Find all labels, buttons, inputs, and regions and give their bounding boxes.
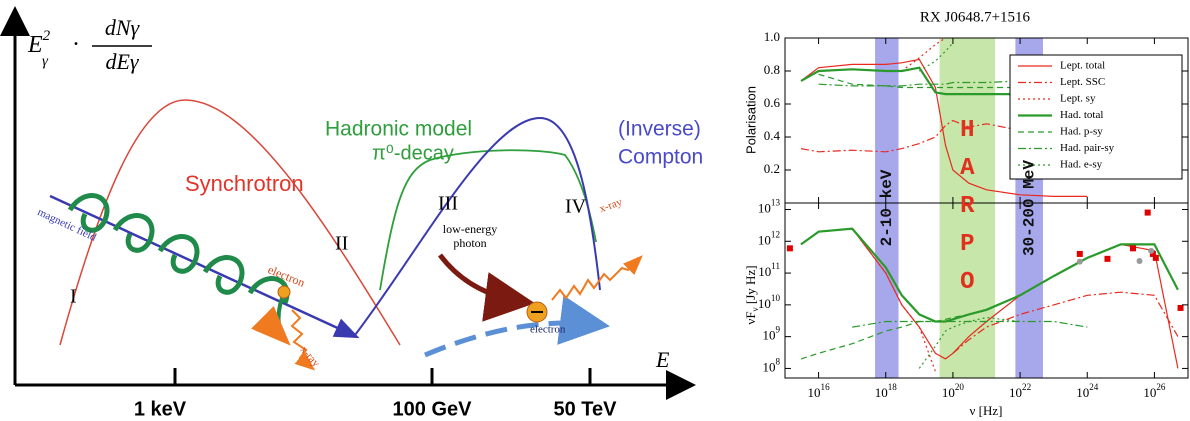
electron-label: electron [530,324,566,336]
data-point [1144,209,1151,216]
y-tick-label: 109 [762,325,780,343]
data-point [786,245,793,252]
region-label: I [70,286,77,308]
x-axis-label: ν [Hz] [970,403,1003,418]
data-point [1104,255,1111,262]
sed-plot [786,209,1184,372]
data-point [1129,245,1136,252]
tick-label: 50 TeV [554,398,618,420]
y-tick-label: 0.2 [764,161,780,176]
y-tick-label: 108 [762,357,780,375]
data-point [1177,304,1184,311]
data-point [1152,254,1159,261]
photon-label: photon [453,236,486,250]
photon-arrow [438,253,535,322]
y-tick-label: 1010 [758,293,781,311]
axes [784,37,1189,379]
legend-label: Had. p-sy [1060,126,1103,138]
band [875,38,899,378]
x-tick-label: 1020 [942,382,965,400]
legend-label: Lept. sy [1060,93,1096,105]
legend-label: Lept. SSC [1060,76,1105,88]
band-label: 2-10 keV [878,169,896,246]
decay-label: π⁰-decay [372,142,454,164]
series-line [800,227,1179,323]
series-line [800,58,1088,197]
synchrotron-label: Synchrotron [185,171,304,196]
synchrotron-curve [59,99,401,346]
dot: · [72,32,80,58]
x-ray-label: x-ray [598,196,624,215]
subscript: γ [42,53,49,69]
compton-curve [354,116,601,336]
y-tick-label: 1011 [758,261,780,279]
y-tick-label: 1013 [758,198,781,216]
y-tick-label: 1.0 [764,29,780,44]
series-line [818,80,1178,87]
data-point [1148,247,1155,254]
electron-arrow [251,297,291,346]
chart-title: RX J0648.7+1516 [920,9,1031,25]
region-label: II [335,233,348,255]
band-label: 30-200 MeV [1020,160,1038,256]
x-ray-wave [290,309,316,371]
x-tick-label: 1026 [1143,382,1166,400]
frame [784,202,1189,379]
data-point [1076,250,1083,257]
legend-label: Lept. total [1060,60,1105,72]
inverse-label: (Inverse) [618,118,701,141]
superscript: 2 [43,28,51,44]
x-ray-wave [551,255,643,301]
series-line [952,291,1179,354]
electron [277,285,291,299]
x-tick-label: 1016 [808,382,831,400]
x-axis-label: E [655,347,670,372]
legend-label: Had. total [1060,109,1103,121]
denominator: dEγ [105,49,139,74]
photon-label: low-energy [443,222,497,236]
symbol: E [27,32,43,58]
numerator: dNγ [105,15,141,40]
tick-label: 1 keV [134,398,187,420]
field-label: magnetic field [36,206,99,244]
data-point [1149,250,1156,257]
data-point [1136,257,1143,264]
x-tick-label: 1022 [1009,382,1032,400]
y-tick-label: 0.4 [764,128,781,143]
x-tick-label: 1024 [1076,382,1099,400]
y-axis-label: νFν [Jy Hz] [743,265,760,324]
region-label: IV [565,196,587,218]
series-line [818,73,1178,89]
legend-label: Had. e-sy [1060,159,1103,171]
hadronic-curve [379,149,597,291]
x-tick-label: 1018 [875,382,898,400]
y-axis-label: E2 [27,28,51,57]
tick-label: 100 GeV [393,398,473,420]
legend-box [1009,54,1183,180]
schematic: E2 γ · dNγ dEγ E 1 keV 100 GeV 50 TeV Sy… [0,6,703,420]
region-label: III [438,193,458,215]
field-line [49,194,360,339]
series-line [901,38,946,72]
y-tick-label: 0.6 [764,95,781,110]
series-line [800,119,1021,153]
legend-label: Had. pair-sy [1060,142,1115,154]
electron-path [424,295,610,358]
legend: Lept. total Lept. SSC Lept. sy Had. total Ha… [1009,54,1183,180]
series-line [918,42,954,72]
compton-label: Compton [618,146,703,169]
series-line [852,320,1088,328]
y-axis-label: Polarisation [743,86,758,154]
data-point [1076,258,1083,265]
hadronic-label: Hadronic model [325,118,472,141]
y-tick-label: 1012 [758,229,781,247]
y-tick-label: 0.8 [764,62,780,77]
